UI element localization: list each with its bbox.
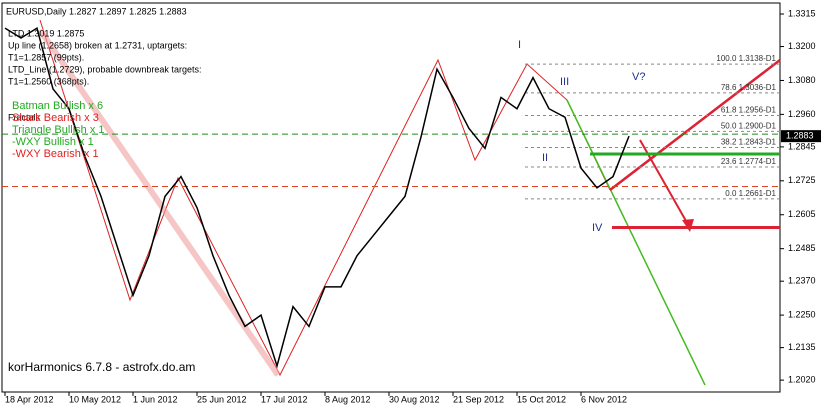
- x-tick-label: 8 Aug 2012: [325, 394, 371, 404]
- y-tick-label: 1.2250: [788, 309, 816, 319]
- x-tick-label: 18 Apr 2012: [5, 394, 54, 404]
- y-tick-label: 1.2605: [788, 209, 816, 219]
- y-tick-label: 1.2960: [788, 109, 816, 119]
- fib-label: 50.0 1.2900-D1: [721, 121, 777, 130]
- x-tick-label: 30 Aug 2012: [389, 394, 440, 404]
- y-tick-label: 1.2725: [788, 175, 816, 185]
- pattern-line: Shark Bearish x 3: [12, 112, 99, 124]
- y-tick-label: 1.2485: [788, 243, 816, 253]
- wave-label: I: [518, 39, 521, 51]
- y-tick-label: 1.3315: [788, 8, 816, 18]
- y-tick-label: 1.3080: [788, 75, 816, 85]
- chart-title: EURUSD,Daily 1.2827 1.2897 1.2825 1.2883: [6, 6, 187, 16]
- wave-label: V?: [632, 71, 645, 83]
- fib-label: 78.6 1.3036-D1: [721, 83, 777, 92]
- fib-label: 100.0 1.3138-D1: [716, 54, 776, 63]
- plot-frame: [1, 2, 781, 393]
- info-line: LTD 1.3019 1.2875: [8, 28, 84, 38]
- info-line: Up line (1.2658) broken at 1.2731, uptar…: [8, 40, 187, 50]
- x-tick-label: 17 Jul 2012: [261, 394, 308, 404]
- fib-label: 38.2 1.2843-D1: [721, 138, 777, 147]
- wave-label: II: [542, 152, 548, 164]
- fib-label: 0.0 1.2661-D1: [725, 189, 776, 198]
- x-tick-label: 6 Nov 2012: [581, 394, 627, 404]
- x-tick-label: 10 May 2012: [69, 394, 121, 404]
- info-line: LTD_Line (1.2729), probable downbreak ta…: [8, 64, 201, 74]
- wave-label: III: [560, 76, 569, 88]
- last-price-label: 1.2883: [786, 131, 814, 141]
- pattern-line: Batman Bullish x 6: [12, 100, 103, 112]
- trend-line: [566, 99, 706, 386]
- wave-label: IV: [592, 222, 603, 234]
- last-price-box: [781, 130, 821, 143]
- fib-label: 23.6 1.2774-D1: [721, 157, 777, 166]
- fib-label: 61.8 1.2956-D1: [721, 106, 777, 115]
- y-tick-label: 1.2845: [788, 141, 816, 151]
- info-line: T1=1.2857 (99pts).: [8, 52, 84, 62]
- pattern-line: -WXY Bullish x 1: [12, 136, 94, 148]
- y-tick-label: 1.3200: [788, 41, 816, 51]
- info-line: T1=1.2560 (368pts).: [8, 76, 89, 86]
- y-tick-label: 1.2135: [788, 342, 816, 352]
- x-tick-label: 15 Oct 2012: [517, 394, 566, 404]
- y-tick-label: 1.2370: [788, 276, 816, 286]
- pattern-line: Triangle Bullish x 1: [12, 124, 105, 136]
- pattern-line: -WXY Bearish x 1: [12, 148, 99, 160]
- channel: [37, 28, 281, 377]
- x-tick-label: 21 Sep 2012: [453, 394, 504, 404]
- info-line: Fractals: [8, 112, 41, 122]
- x-tick-label: 25 Jun 2012: [197, 394, 247, 404]
- price-line: [4, 26, 630, 369]
- x-tick-label: 1 Jun 2012: [133, 394, 178, 404]
- trend-line: [609, 59, 781, 191]
- watermark: korHarmonics 6.7.8 - astrofx.do.am: [8, 360, 195, 374]
- y-tick-label: 1.2020: [788, 375, 816, 385]
- zigzag: [39, 19, 611, 377]
